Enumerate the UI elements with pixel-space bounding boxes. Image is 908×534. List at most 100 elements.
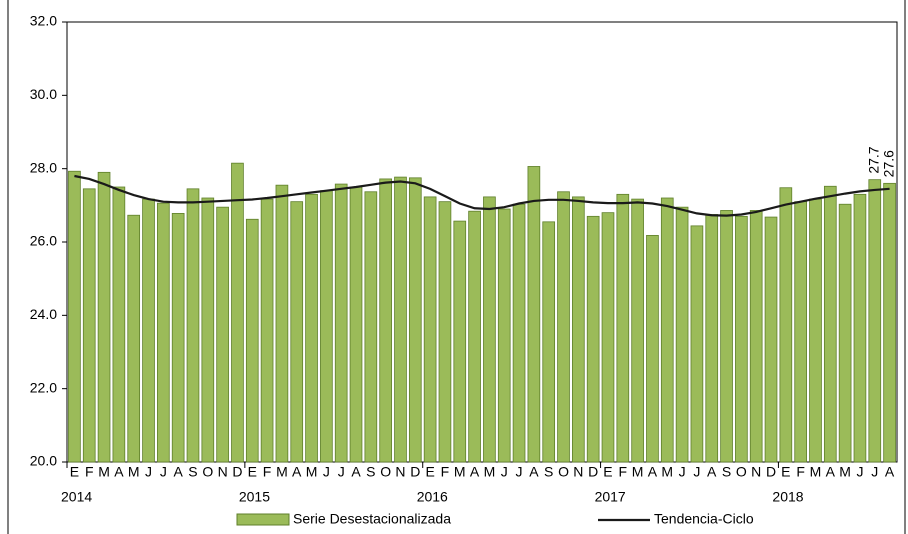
bar	[512, 203, 526, 463]
x-tick-label: J	[679, 464, 686, 480]
bar	[616, 193, 630, 463]
bar	[542, 221, 556, 463]
legend-label: Tendencia-Ciclo	[654, 511, 754, 527]
year-label: 2016	[417, 489, 448, 505]
bar	[394, 176, 407, 463]
x-tick-label: N	[395, 464, 405, 480]
bar	[572, 196, 585, 463]
x-tick-label: M	[484, 464, 496, 480]
x-tick-label: N	[751, 464, 761, 480]
y-tick-label: 28.0	[30, 159, 57, 175]
x-tick-label: J	[323, 464, 330, 480]
bar	[735, 215, 748, 463]
x-tick-label: A	[648, 464, 658, 480]
x-tick-label: A	[707, 464, 717, 480]
y-tick-label: 20.0	[30, 453, 57, 469]
x-tick-label: J	[338, 464, 345, 480]
x-tick-label: O	[558, 464, 569, 480]
bar	[690, 225, 704, 463]
x-tick-label: M	[632, 464, 644, 480]
x-tick-label: D	[766, 464, 776, 480]
year-label: 2018	[772, 489, 803, 505]
bar	[453, 220, 467, 463]
x-tick-label: E	[781, 464, 790, 480]
bar	[868, 179, 882, 463]
bar	[853, 193, 867, 463]
x-tick-label: F	[619, 464, 628, 480]
x-tick-label: M	[810, 464, 822, 480]
bar	[779, 187, 793, 463]
bar	[275, 184, 289, 463]
bar	[171, 212, 185, 463]
bar	[245, 218, 259, 463]
x-tick-label: J	[501, 464, 508, 480]
bar	[764, 216, 778, 463]
x-tick-label: E	[603, 464, 612, 480]
x-tick-label: D	[588, 464, 598, 480]
bar	[749, 210, 763, 463]
bar	[423, 196, 437, 463]
x-tick-label: O	[202, 464, 213, 480]
x-tick-label: F	[263, 464, 272, 480]
x-tick-label: A	[173, 464, 183, 480]
bar	[823, 185, 837, 463]
year-label: 2017	[595, 489, 626, 505]
y-tick-label: 22.0	[30, 379, 57, 395]
bar	[586, 215, 600, 463]
bar	[97, 171, 111, 463]
bar	[601, 212, 615, 463]
bar	[483, 196, 496, 463]
y-tick-label: 24.0	[30, 306, 57, 322]
legend-swatch	[236, 513, 290, 526]
x-tick-label: A	[114, 464, 124, 480]
bar	[497, 208, 511, 463]
bar	[112, 186, 126, 463]
bar	[468, 210, 481, 463]
bar	[186, 188, 200, 463]
bar	[675, 206, 689, 463]
bar	[334, 183, 348, 463]
x-tick-label: J	[160, 464, 167, 480]
bar	[260, 198, 274, 463]
year-label: 2014	[61, 489, 92, 505]
x-tick-label: D	[232, 464, 242, 480]
bar	[557, 191, 570, 463]
value-label: 27.6	[880, 150, 896, 177]
x-tick-label: M	[306, 464, 318, 480]
x-tick-label: E	[70, 464, 79, 480]
bar	[838, 203, 852, 463]
x-tick-label: F	[796, 464, 805, 480]
bar	[527, 166, 541, 463]
x-tick-label: O	[380, 464, 391, 480]
x-tick-label: S	[366, 464, 375, 480]
x-tick-label: F	[85, 464, 94, 480]
x-tick-label: S	[544, 464, 553, 480]
bar	[216, 206, 229, 463]
bar	[68, 170, 81, 463]
bar	[438, 201, 452, 463]
bar	[290, 201, 304, 463]
bar	[631, 198, 644, 463]
bar	[201, 197, 215, 463]
x-tick-label: M	[128, 464, 140, 480]
bar	[660, 197, 674, 463]
x-tick-label: M	[276, 464, 288, 480]
x-tick-label: A	[529, 464, 539, 480]
x-tick-label: J	[145, 464, 152, 480]
year-label: 2015	[239, 489, 270, 505]
bar	[349, 186, 363, 463]
bar	[364, 191, 378, 463]
x-tick-label: D	[410, 464, 420, 480]
x-tick-label: N	[573, 464, 583, 480]
bar	[157, 202, 170, 463]
x-tick-label: A	[826, 464, 836, 480]
x-tick-label: A	[470, 464, 480, 480]
x-tick-label: A	[292, 464, 302, 480]
y-tick-label: 26.0	[30, 233, 57, 249]
x-tick-label: F	[441, 464, 450, 480]
x-tick-label: M	[839, 464, 851, 480]
bar	[720, 210, 733, 463]
bar	[320, 190, 333, 463]
x-tick-label: E	[248, 464, 257, 480]
bar	[127, 214, 141, 463]
